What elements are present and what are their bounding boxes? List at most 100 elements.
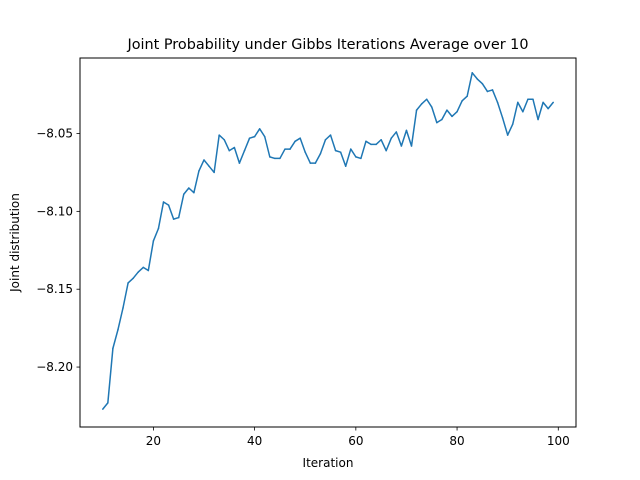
- x-tick-label: 20: [146, 434, 161, 448]
- data-point: [339, 151, 342, 153]
- data-point: [208, 165, 210, 167]
- data-point: [279, 157, 281, 160]
- data-point: [304, 151, 306, 153]
- data-point: [415, 109, 418, 111]
- data-point: [218, 134, 220, 136]
- data-point: [390, 137, 393, 139]
- plot-frame: [79, 57, 577, 428]
- data-point: [481, 82, 484, 85]
- data-point: [198, 170, 200, 172]
- data-point: [329, 134, 332, 136]
- x-tick-label: 100: [547, 434, 570, 448]
- data-point: [137, 271, 139, 273]
- data-point: [193, 191, 195, 194]
- data-point: [461, 100, 463, 102]
- data-point: [152, 240, 155, 242]
- data-point: [501, 117, 504, 119]
- x-tick-label: 80: [449, 434, 464, 448]
- data-point: [203, 159, 205, 161]
- data-point: [183, 193, 185, 195]
- data-point: [127, 282, 129, 284]
- data-point: [142, 266, 145, 269]
- chart-title: Joint Probability under Gibbs Iterations…: [127, 37, 529, 53]
- data-point: [294, 140, 296, 143]
- data-point: [547, 107, 549, 110]
- data-point: [370, 143, 372, 146]
- data-point: [117, 328, 119, 331]
- data-point: [162, 201, 165, 203]
- data-point: [228, 149, 231, 152]
- data-point: [491, 89, 494, 91]
- data-point: [233, 146, 236, 149]
- data-point: [542, 101, 544, 104]
- data-point: [446, 109, 448, 111]
- data-point: [456, 110, 458, 113]
- x-tick-label: 40: [247, 434, 262, 448]
- data-point: [112, 347, 114, 350]
- x-tick-label: 60: [348, 434, 363, 448]
- data-point: [147, 269, 150, 272]
- data-point: [258, 128, 261, 130]
- y-axis: −8.20 −8.15 −8.10 −8.05: [36, 127, 80, 374]
- data-point: [532, 98, 534, 101]
- data-point: [334, 149, 337, 152]
- data-point: [122, 307, 124, 309]
- data-point: [405, 129, 408, 132]
- data-point: [107, 402, 109, 404]
- data-point: [471, 72, 473, 74]
- data-point: [344, 165, 347, 167]
- series-line: [102, 72, 554, 410]
- data-point: [355, 156, 357, 158]
- data-point: [172, 218, 175, 220]
- data-point: [410, 145, 413, 147]
- y-axis-label: Joint distribution: [8, 193, 22, 293]
- data-point: [274, 157, 276, 160]
- data-point: [269, 156, 271, 158]
- data-point: [436, 121, 438, 124]
- data-point: [350, 148, 352, 150]
- data-point: [451, 115, 453, 118]
- data-point: [365, 140, 367, 143]
- data-point: [213, 171, 215, 174]
- data-point: [375, 143, 377, 146]
- data-point: [248, 137, 251, 139]
- data-point: [511, 123, 514, 125]
- data-point: [400, 145, 403, 147]
- data-point: [486, 90, 489, 93]
- data-point: [238, 162, 241, 164]
- data-point: [420, 103, 423, 105]
- data-point: [223, 138, 225, 141]
- data-point: [425, 98, 428, 101]
- data-point: [157, 227, 160, 230]
- data-point: [289, 148, 291, 150]
- y-tick-label: −8.20: [36, 360, 73, 374]
- data-point: [527, 98, 529, 101]
- data-point: [537, 118, 539, 121]
- data-point: [476, 78, 479, 80]
- data-point: [253, 135, 256, 138]
- data-point: [552, 101, 554, 104]
- data-points: [102, 72, 554, 410]
- data-point: [496, 101, 499, 104]
- data-point: [284, 148, 286, 150]
- data-point: [466, 95, 468, 97]
- data-point: [441, 118, 443, 121]
- data-point: [314, 162, 317, 164]
- data-point: [263, 135, 266, 138]
- data-point: [188, 187, 190, 189]
- data-point: [299, 137, 301, 139]
- data-point: [360, 157, 362, 160]
- data-point: [132, 277, 134, 280]
- y-tick-label: −8.10: [36, 204, 73, 218]
- data-point: [395, 131, 398, 133]
- data-point: [522, 110, 524, 113]
- data-point: [102, 408, 104, 410]
- data-point: [380, 138, 382, 141]
- data-point: [506, 134, 509, 136]
- data-point: [324, 138, 327, 141]
- x-axis: 20 40 60 80 100: [146, 427, 570, 448]
- data-point: [309, 162, 312, 164]
- y-tick-label: −8.05: [36, 127, 73, 141]
- data-point: [167, 204, 170, 206]
